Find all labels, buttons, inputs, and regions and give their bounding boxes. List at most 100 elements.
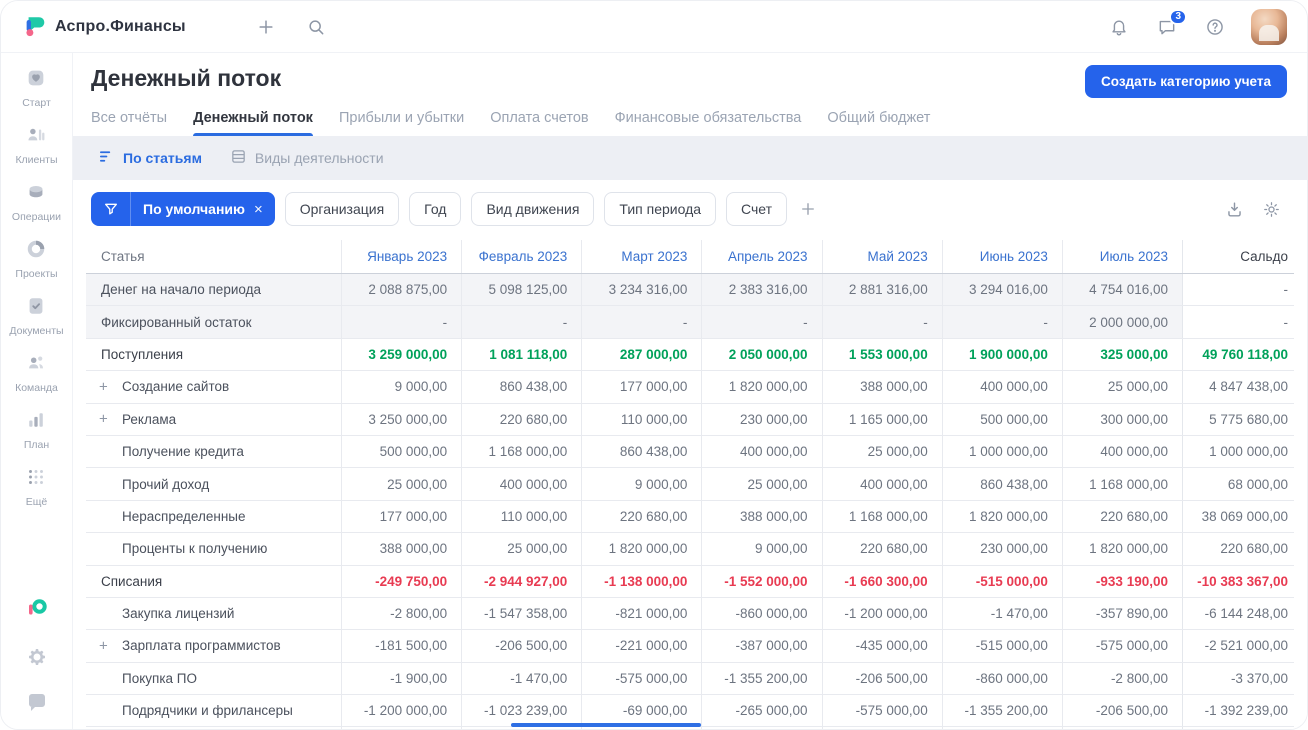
brand-name: Аспро.Финансы [55, 17, 186, 35]
cell-saldo-value: 38 069 000,00 [1181, 500, 1294, 533]
table-settings-gear-icon[interactable] [1262, 200, 1281, 219]
cell-month-value: 2 000 000,00 [1061, 306, 1182, 338]
subtab-view-mode[interactable]: По статьям [98, 148, 202, 168]
sidebar-item-documents[interactable]: Документы [9, 295, 64, 337]
column-header-month[interactable]: Апрель 2023 [701, 240, 821, 273]
add-filter-icon[interactable] [799, 200, 817, 218]
cell-saldo-value: -2 521 000,00 [1181, 630, 1294, 662]
cell-month-value: -1 200 000,00 [341, 695, 461, 727]
sidebar-item-label: Команда [15, 382, 58, 394]
table-row[interactable]: Нераспределенные 177 000,00 110 000,00 220 … [86, 500, 1294, 534]
cell-month-value: 1 553 000,00 [821, 338, 942, 371]
tab-report[interactable]: Общий бюджет [827, 110, 931, 126]
cell-month-value: -1 900,00 [341, 662, 461, 695]
tab-report[interactable]: Все отчёты [91, 110, 168, 126]
settings-gear-icon[interactable] [25, 645, 49, 669]
table-row[interactable]: Проценты к получению 388 000,00 25 000,00 1… [86, 533, 1294, 566]
cell-month-value: 177 000,00 [581, 371, 701, 403]
search-icon[interactable] [304, 15, 328, 39]
cell-month-value: 400 000,00 [821, 468, 942, 500]
sidebar-item-operations[interactable]: Операции [9, 181, 63, 223]
cell-month-value: - [581, 306, 702, 338]
filter-chip[interactable]: Организация [284, 192, 400, 226]
messages-icon[interactable]: 3 [1155, 8, 1187, 39]
horizontal-scrollbar-thumb[interactable] [511, 723, 701, 727]
table-row[interactable]: +Зарплата программистов-2 800,00-1 547 3… [86, 727, 1294, 729]
cell-month-value: -1 023 239,00 [461, 695, 581, 727]
column-header-month[interactable]: Март 2023 [581, 240, 701, 273]
cell-month-value: 1 820 000,00 [941, 500, 1062, 533]
table-row[interactable]: Поступления 3 259 000,00 1 081 118,00 287 0… [86, 338, 1294, 372]
filter-chip[interactable]: Вид движения [471, 192, 595, 226]
sidebar-item-clients[interactable]: Клиенты [9, 124, 63, 166]
quick-add-icon[interactable] [254, 15, 278, 39]
cell-month-value: 220 680,00 [581, 500, 701, 533]
cell-saldo-value: -6 144 248,00 [1181, 597, 1294, 630]
cell-month-value: -821 000,00 [581, 597, 701, 630]
column-header-month[interactable]: Июнь 2023 [941, 240, 1062, 273]
filter-chip[interactable]: Тип периода [604, 192, 717, 226]
remove-filter-icon[interactable]: × [253, 200, 263, 218]
tab-report[interactable]: Денежный поток [193, 110, 313, 136]
table-row[interactable]: + Зарплата программистов -181 500,00 -206 5… [86, 630, 1294, 663]
cell-month-value: 1 820 000,00 [701, 371, 821, 403]
export-download-icon[interactable] [1225, 200, 1244, 219]
cell-month-value: 300 000,00 [1061, 403, 1182, 435]
cell-month-value: -357 890,00 [1061, 597, 1182, 630]
cell-month-value: -575 000,00 [581, 662, 701, 695]
cell-month-value: -206 500,00 [821, 662, 942, 695]
support-chat-icon[interactable] [25, 691, 49, 715]
subtab-view-mode[interactable]: Виды деятельности [230, 148, 384, 168]
expand-row-icon[interactable]: + [99, 378, 108, 396]
column-header-month[interactable]: Январь 2023 [341, 240, 461, 273]
partner-brand-icon[interactable] [23, 595, 51, 623]
cell-month-value: -860 000,00 [701, 727, 821, 729]
filter-chip[interactable]: Счет [726, 192, 788, 226]
table-row[interactable]: Списания -249 750,00 -2 944 927,00 -1 138 0… [86, 565, 1294, 598]
report-content: По умолчанию × Организация Год Вид движени… [73, 180, 1307, 729]
cell-saldo-value: 49 760 118,00 [1181, 338, 1294, 371]
expand-row-icon[interactable]: + [99, 637, 108, 655]
column-header-month[interactable]: Февраль 2023 [461, 240, 581, 273]
create-category-button[interactable]: Создать категорию учета [1085, 65, 1287, 98]
cell-month-value: 1 081 118,00 [461, 338, 581, 371]
table-row[interactable]: Подрядчики и фрилансеры -1 200 000,00 -1 0… [86, 695, 1294, 728]
sidebar-item-label: Операции [11, 211, 62, 223]
plan-icon [25, 409, 47, 436]
cell-month-value: -69 000,00 [581, 695, 701, 727]
tab-report[interactable]: Прибыли и убытки [338, 110, 465, 126]
table-row[interactable]: Фиксированный остаток - - - - - -2 000 000,00- [86, 306, 1294, 339]
table-row[interactable]: Прочий доход 25 000,00 400 000,00 9 000,00 2… [86, 468, 1294, 501]
list-lines-icon [98, 148, 115, 168]
sidebar-item-more[interactable]: Ещё [9, 466, 63, 508]
sidebar-item-plan[interactable]: План [9, 409, 63, 451]
cell-month-value: 400 000,00 [1061, 435, 1182, 468]
row-article-label: Фиксированный остаток [86, 306, 341, 338]
table-row[interactable]: Получение кредита 500 000,00 1 168 000,00 8… [86, 435, 1294, 469]
cell-month-value: 3 250 000,00 [341, 403, 461, 435]
brand[interactable]: Аспро.Финансы [21, 14, 186, 40]
user-avatar[interactable] [1251, 8, 1287, 45]
column-header-month[interactable]: Май 2023 [821, 240, 942, 273]
notifications-bell-icon[interactable] [1107, 15, 1131, 39]
sidebar-item-start[interactable]: Старт [9, 67, 63, 109]
sidebar-item-projects[interactable]: Проекты [9, 238, 63, 280]
table-row[interactable]: Закупка лицензий -2 800,00 -1 547 358,00 -8… [86, 597, 1294, 631]
filter-chip[interactable]: Год [409, 192, 462, 226]
cell-month-value: -575 000,00 [821, 695, 942, 727]
row-article-label: + Реклама [99, 410, 177, 428]
stacked-rows-icon [230, 148, 247, 168]
help-icon[interactable] [1203, 15, 1227, 39]
table-row[interactable]: + Реклама 3 250 000,00 220 680,00 110 000,00… [86, 403, 1294, 436]
table-row[interactable]: Денег на начало периода 2 088 875,00 5 098… [86, 274, 1294, 307]
active-filter-pill[interactable]: По умолчанию × [91, 192, 275, 226]
row-article-label: Подрядчики и фрилансеры [122, 703, 293, 719]
column-header-month[interactable]: Июль 2023 [1061, 240, 1182, 273]
table-row[interactable]: Покупка ПО -1 900,00 -1 470,00 -575 000,00-… [86, 662, 1294, 696]
expand-row-icon[interactable]: + [99, 410, 108, 428]
tab-report[interactable]: Оплата счетов [490, 110, 589, 126]
sidebar-item-team[interactable]: Команда [9, 352, 63, 394]
table-row[interactable]: + Создание сайтов 9 000,00 860 438,00 177 00… [86, 371, 1294, 404]
active-filter-label: По умолчанию [143, 201, 245, 217]
tab-report[interactable]: Финансовые обязательства [614, 110, 802, 126]
